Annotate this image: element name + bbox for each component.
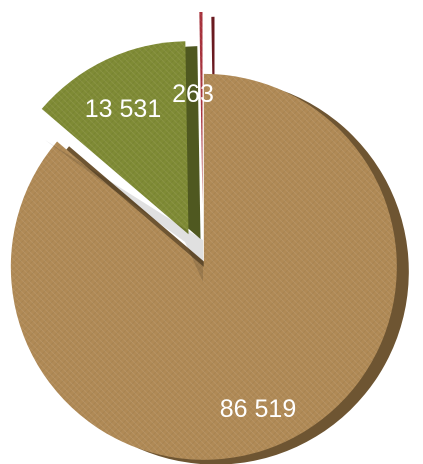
slice-labels: 86 519 13 531 263 xyxy=(85,80,296,423)
slice-texture-1 xyxy=(41,41,189,235)
slice-label-1: 13 531 xyxy=(85,95,161,123)
slice-texture-2 xyxy=(199,12,203,206)
slice-label-2: 263 xyxy=(172,80,214,108)
slice-label-0: 86 519 xyxy=(220,395,296,423)
slice-texture-0 xyxy=(10,73,397,460)
slices xyxy=(10,12,397,460)
